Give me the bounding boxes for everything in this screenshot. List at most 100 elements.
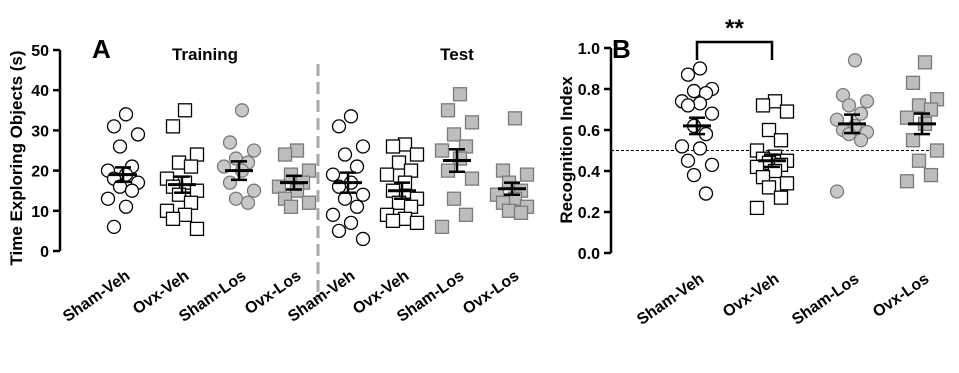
x-tick-label-sham-veh: Sham-Veh	[60, 267, 133, 325]
data-point-sham-los-test	[452, 87, 468, 102]
data-point-sham-los-test	[446, 127, 462, 142]
data-point-sham-los-training	[228, 151, 244, 166]
data-point-ovx-los-training	[283, 199, 299, 214]
data-point-ovx-los-test	[507, 111, 523, 126]
data-point-ovx-los-test	[513, 205, 529, 220]
y-tick-label: 10	[31, 204, 49, 221]
y-tick-label: 1.0	[578, 41, 600, 58]
y-tick-label: 0.2	[578, 205, 600, 222]
data-point-sham-los-ri	[853, 133, 869, 148]
data-point-sham-veh-test	[337, 191, 353, 206]
data-point-sham-los-test	[434, 219, 450, 235]
data-point-ovx-los-training	[289, 143, 305, 158]
data-point-ovx-los-ri	[905, 133, 921, 148]
data-point-ovx-veh-training	[189, 147, 205, 162]
data-point-ovx-los-ri	[911, 153, 927, 168]
data-point-sham-veh-test	[355, 187, 371, 202]
data-point-ovx-los-ri	[905, 75, 921, 90]
panel-b-y-axis-label: Recognition Index	[557, 76, 576, 224]
data-point-ovx-los-ri	[917, 55, 933, 70]
data-point-ovx-veh-test	[397, 211, 413, 226]
data-point-sham-los-training	[240, 195, 256, 210]
data-point-sham-veh-test	[325, 207, 341, 222]
data-point-sham-veh-training	[106, 119, 122, 134]
y-tick-label: 0.4	[578, 164, 600, 181]
data-point-sham-veh-test	[343, 215, 359, 231]
data-point-ovx-veh-test	[403, 199, 419, 214]
data-point-ovx-los-ri	[911, 98, 927, 113]
data-point-sham-los-test	[458, 207, 474, 222]
y-tick-label: 0	[40, 244, 49, 261]
data-point-sham-veh-ri	[680, 67, 696, 82]
data-point-sham-los-test	[440, 103, 456, 118]
data-point-sham-los-test	[464, 171, 480, 186]
data-point-sham-veh-ri	[692, 61, 708, 76]
x-tick-label-ovx-los: Ovx-Los	[460, 267, 522, 318]
data-point-ovx-veh-ri	[755, 98, 771, 113]
data-point-ovx-veh-training	[165, 119, 181, 134]
data-point-sham-veh-ri	[704, 157, 720, 173]
section-title-training: Training	[172, 45, 238, 64]
data-point-ovx-veh-ri	[761, 122, 777, 138]
data-point-sham-los-training	[222, 175, 238, 190]
panel-a-y-axis-label: Time Exploring Objects (s)	[7, 50, 26, 265]
data-point-ovx-los-ri	[899, 174, 915, 189]
data-point-sham-veh-training	[106, 219, 122, 235]
data-point-ovx-veh-ri	[767, 94, 783, 109]
y-tick-label: 0.0	[578, 246, 600, 263]
panel-b: B Recognition Index 0.0 0.2 0.4 0.6 0.8 1.0 Sh…	[557, 15, 945, 329]
data-point-sham-veh-test	[343, 109, 359, 124]
data-point-ovx-los-training	[277, 147, 293, 162]
data-point-ovx-los-test	[501, 203, 517, 218]
data-point-ovx-veh-training	[177, 207, 193, 222]
data-point-ovx-los-training	[301, 163, 317, 178]
data-point-ovx-veh-ri	[779, 176, 795, 191]
panel-label-b: B	[612, 34, 631, 64]
data-point-ovx-veh-test	[391, 155, 407, 170]
data-point-ovx-veh-test	[397, 137, 413, 152]
data-point-sham-veh-test	[331, 223, 347, 239]
x-tick-label-ovx-veh: Ovx-Veh	[720, 270, 782, 321]
data-point-sham-los-training	[234, 103, 250, 118]
data-point-ovx-veh-training	[183, 195, 199, 210]
x-tick-label-sham-veh: Sham-Veh	[634, 270, 707, 328]
data-point-ovx-los-training	[301, 195, 317, 210]
data-point-sham-los-test	[464, 115, 480, 130]
data-point-sham-los-test	[458, 139, 474, 154]
y-tick-label: 50	[31, 43, 49, 60]
data-point-sham-veh-ri	[680, 98, 696, 113]
data-point-sham-los-ri	[847, 53, 863, 68]
data-point-sham-veh-ri	[686, 83, 702, 99]
panel-label-a: A	[92, 34, 111, 64]
data-point-sham-los-training	[246, 183, 262, 198]
data-point-ovx-los-ri	[899, 110, 915, 125]
data-point-ovx-los-ri	[929, 143, 945, 158]
x-tick-label-sham-los: Sham-Los	[789, 270, 862, 328]
data-point-sham-los-ri	[841, 98, 857, 113]
data-point-sham-veh-training	[112, 139, 128, 154]
data-point-sham-los-training	[228, 191, 244, 206]
data-point-sham-veh-training	[118, 199, 134, 214]
data-point-sham-veh-training	[118, 107, 134, 122]
data-point-ovx-veh-test	[385, 213, 401, 229]
data-point-ovx-veh-ri	[761, 180, 777, 195]
data-point-ovx-los-test	[519, 167, 535, 182]
data-point-ovx-veh-training	[183, 159, 199, 174]
panel-a: A Time Exploring Objects (s) Training Te…	[7, 34, 535, 326]
data-point-ovx-veh-training	[171, 155, 187, 170]
data-point-ovx-veh-ri	[749, 200, 765, 216]
data-point-sham-veh-training	[124, 183, 140, 198]
y-tick-label: 40	[31, 83, 49, 100]
y-tick-label: 0.8	[578, 82, 600, 99]
data-point-ovx-veh-ri	[779, 104, 795, 119]
data-point-sham-los-ri	[829, 184, 845, 199]
data-point-sham-veh-ri	[704, 106, 720, 121]
data-point-sham-veh-ri	[686, 167, 702, 183]
data-point-ovx-veh-training	[189, 221, 205, 237]
data-point-sham-veh-ri	[680, 153, 696, 168]
data-point-ovx-veh-test	[385, 139, 401, 154]
data-point-sham-veh-training	[130, 127, 146, 142]
data-point-sham-los-test	[434, 143, 450, 158]
data-point-sham-los-training	[222, 135, 238, 150]
